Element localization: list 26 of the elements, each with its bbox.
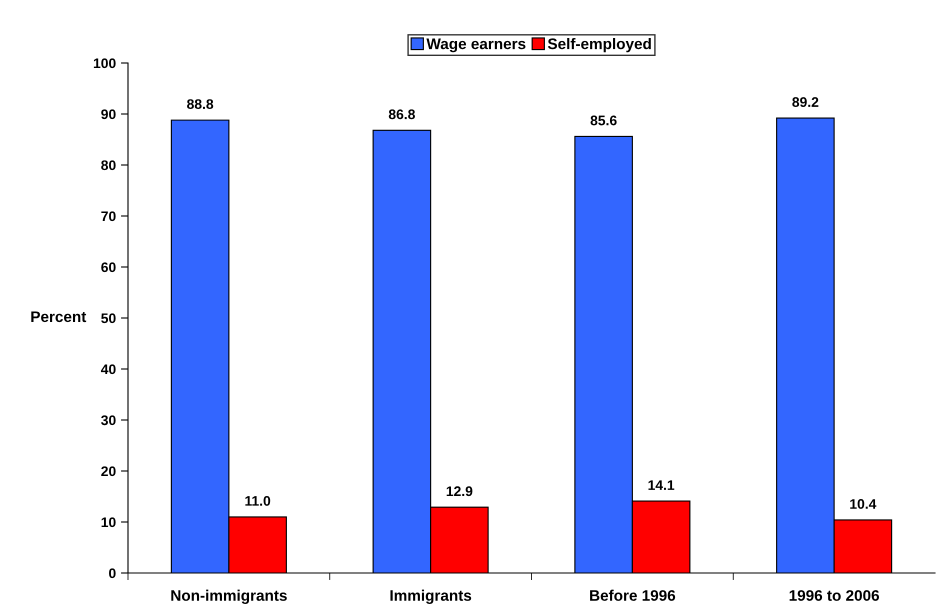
x-tick-label: 1996 to 2006 [790, 590, 880, 601]
y-tick-label: 30 [101, 415, 116, 426]
legend-label: Self-employed [548, 38, 651, 52]
text: 89.2 [792, 97, 818, 107]
y-tick-label: 60 [101, 262, 116, 272]
text: 88.8 [187, 99, 214, 110]
y-tick-label: 50 [101, 313, 116, 324]
text: 85.6 [590, 116, 617, 126]
y-tick-label: 0 [109, 568, 116, 578]
y-tick-label: 70 [101, 211, 116, 222]
x-tick-label: Non-immigrants [171, 590, 287, 604]
text: 10.4 [850, 499, 876, 509]
x-tick-label: Before 1996 [590, 590, 676, 601]
text: 11.0 [245, 496, 270, 506]
y-tick-label: 90 [101, 109, 116, 120]
y-tick-label: 80 [101, 160, 116, 170]
text: 14.1 [648, 480, 674, 490]
text: 86.8 [388, 109, 415, 120]
y-tick-label: 10 [102, 517, 116, 528]
y-tick-label: 40 [100, 364, 116, 374]
y-tick-label: 20 [101, 466, 116, 476]
text: 12.9 [446, 486, 472, 496]
x-tick-label: Immigrants [390, 590, 472, 604]
y-tick-label: 100 [94, 58, 116, 68]
legend-label: Wage earners [426, 38, 526, 52]
y-axis-title: Percent [31, 311, 86, 322]
